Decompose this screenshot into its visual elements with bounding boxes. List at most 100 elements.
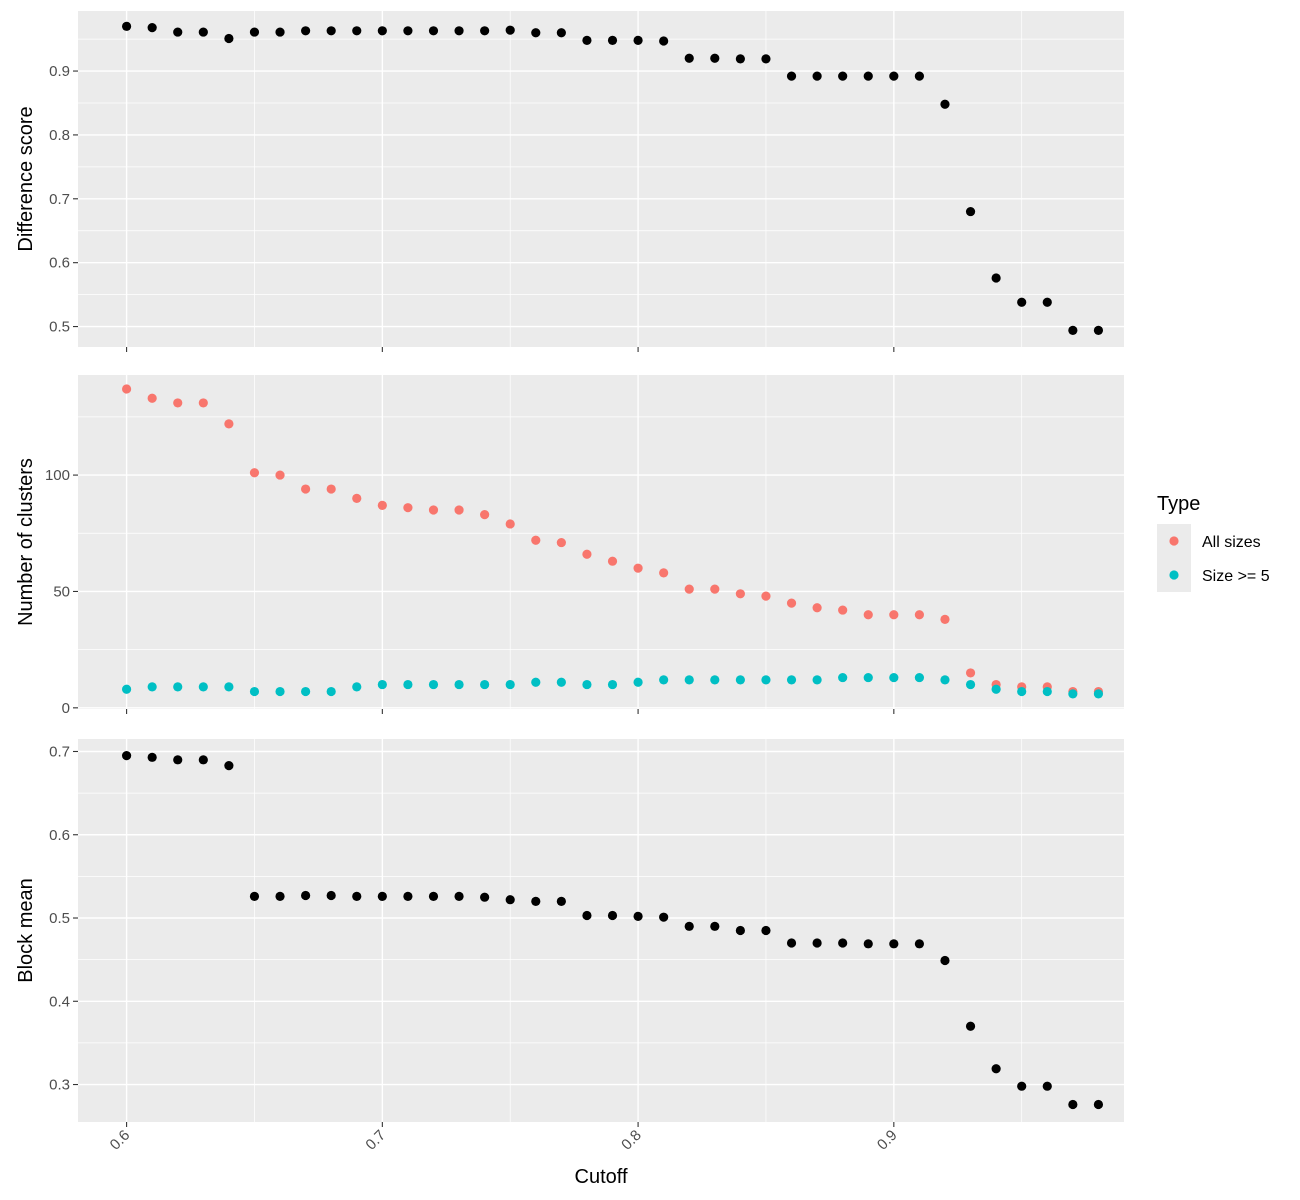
data-point [582, 910, 592, 921]
data-point [173, 27, 183, 37]
data-point [403, 679, 413, 690]
data-point [889, 939, 899, 949]
data-point [147, 752, 157, 762]
data-point [838, 71, 848, 81]
data-point [121, 684, 132, 694]
data-point [249, 891, 260, 901]
data-point [812, 938, 822, 948]
y-tick-label: 0.5 [49, 319, 70, 336]
data-point [1093, 689, 1104, 699]
data-point [735, 675, 745, 685]
data-point [991, 273, 1001, 283]
data-point [710, 584, 720, 594]
data-point [710, 921, 720, 931]
data-point [147, 23, 157, 33]
data-point [1068, 689, 1078, 699]
data-point [633, 677, 643, 687]
data-point [377, 26, 387, 36]
data-point [889, 672, 899, 683]
data-point [326, 890, 336, 901]
data-point [659, 912, 669, 922]
y-tick-label: 0.9 [49, 63, 70, 80]
legend-items: All sizes Size >= 5 [1157, 524, 1270, 592]
data-point [786, 71, 797, 81]
data-point [556, 896, 566, 906]
y-tick-label: 0.8 [49, 127, 70, 144]
y-tick-label: 0.3 [49, 1077, 70, 1094]
data-point [403, 891, 413, 901]
data-point [556, 28, 566, 38]
data-point [659, 36, 669, 46]
data-point [582, 679, 592, 690]
legend: Type All sizes Size >= 5 [1157, 493, 1270, 592]
data-point [863, 939, 873, 949]
data-point [1042, 297, 1052, 307]
series-1 [121, 21, 1104, 335]
data-point [965, 668, 976, 678]
data-point [505, 895, 515, 905]
data-point [121, 21, 132, 31]
data-point [607, 679, 618, 690]
data-point [224, 761, 234, 771]
data-point [838, 672, 848, 683]
data-point [863, 71, 873, 81]
x-axis-title: Cutoff [575, 1166, 628, 1188]
data-point [428, 679, 439, 690]
data-point [838, 605, 848, 615]
data-point [684, 584, 694, 594]
data-point [480, 892, 490, 902]
data-point [505, 519, 515, 529]
panel-background [78, 739, 1124, 1122]
data-point [812, 71, 822, 81]
y-axis-title: Difference score [15, 106, 37, 251]
data-point [633, 563, 643, 573]
legend-key-point [1169, 536, 1179, 546]
data-point [965, 1021, 976, 1031]
data-point [1042, 686, 1052, 697]
data-point [531, 677, 541, 687]
data-point [224, 682, 234, 692]
data-point [786, 938, 797, 948]
data-point [147, 393, 157, 403]
data-point [607, 910, 618, 921]
data-point [607, 35, 618, 45]
data-point [1093, 325, 1104, 335]
data-point [198, 682, 208, 692]
data-point [556, 537, 566, 548]
data-point [786, 598, 797, 608]
data-point [531, 896, 541, 906]
data-point [403, 503, 413, 513]
data-point [428, 505, 439, 515]
data-point [377, 500, 387, 510]
data-point [428, 26, 439, 36]
data-point [480, 679, 490, 690]
data-point [224, 33, 234, 44]
data-point [838, 938, 848, 948]
y-tick-label: 0 [62, 700, 70, 717]
data-point [914, 939, 925, 949]
data-point [249, 27, 260, 37]
data-point [301, 26, 311, 36]
data-point [940, 99, 950, 109]
data-point [556, 677, 566, 687]
data-point [454, 891, 464, 901]
data-point [173, 398, 183, 408]
panel-2: 0 50 100 Number of clusters [15, 375, 1124, 717]
data-point [761, 591, 771, 601]
data-point [352, 26, 362, 36]
y-tick-label: 50 [53, 583, 70, 600]
y-tick-label: 0.7 [49, 743, 70, 760]
data-point [710, 675, 720, 685]
data-point [1017, 1081, 1027, 1091]
data-point [505, 25, 515, 35]
legend-key-point [1169, 570, 1179, 580]
data-point [505, 679, 515, 690]
legend-label: Size >= 5 [1202, 568, 1270, 585]
y-tick-label: 0.6 [49, 255, 70, 272]
data-point [352, 493, 362, 503]
data-point [428, 891, 439, 901]
data-point [889, 71, 899, 81]
data-point [786, 675, 797, 685]
y-tick-label: 0.4 [49, 993, 70, 1010]
